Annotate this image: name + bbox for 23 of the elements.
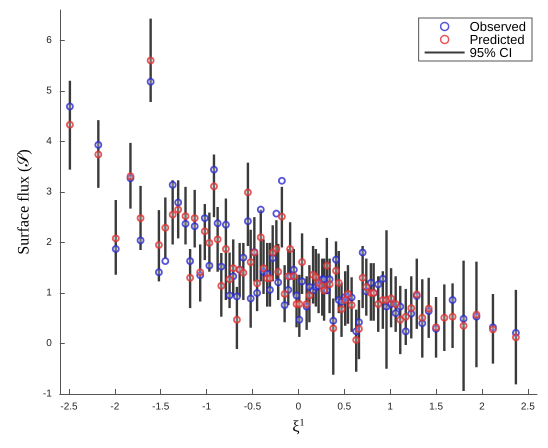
y-tick-label: 5 [46, 85, 52, 96]
y-tick-label: 2 [46, 236, 52, 248]
x-tick-label: -0.5 [244, 402, 262, 412]
y-tick-label: -1 [42, 388, 52, 400]
x-tick-label: -2 [110, 402, 120, 412]
x-tick-label: 2 [479, 402, 486, 412]
y-tick-label: 1 [46, 287, 52, 298]
legend-label: 95% CI [470, 45, 512, 60]
y-tick-label: 0 [46, 338, 52, 349]
x-tick-label: 1.5 [429, 402, 444, 412]
x-tick-label: 1 [387, 402, 394, 412]
x-tick-label: -1 [202, 402, 212, 412]
y-tick-label: 6 [46, 34, 52, 46]
x-tick-label: 0.5 [337, 402, 352, 412]
legend-label: Predicted [470, 32, 525, 47]
x-tick-label: -2.5 [60, 402, 78, 412]
y-tick-label: 3 [46, 186, 52, 198]
x-tick-label: 2.5 [520, 402, 536, 412]
y-tick-label: 4 [46, 136, 52, 147]
x-tick-label: -1.5 [152, 402, 170, 412]
x-tick-label: 0 [296, 402, 302, 412]
y-axis-title: Surface flux (𝒮) [16, 149, 32, 255]
legend-label: Observed [470, 19, 526, 34]
